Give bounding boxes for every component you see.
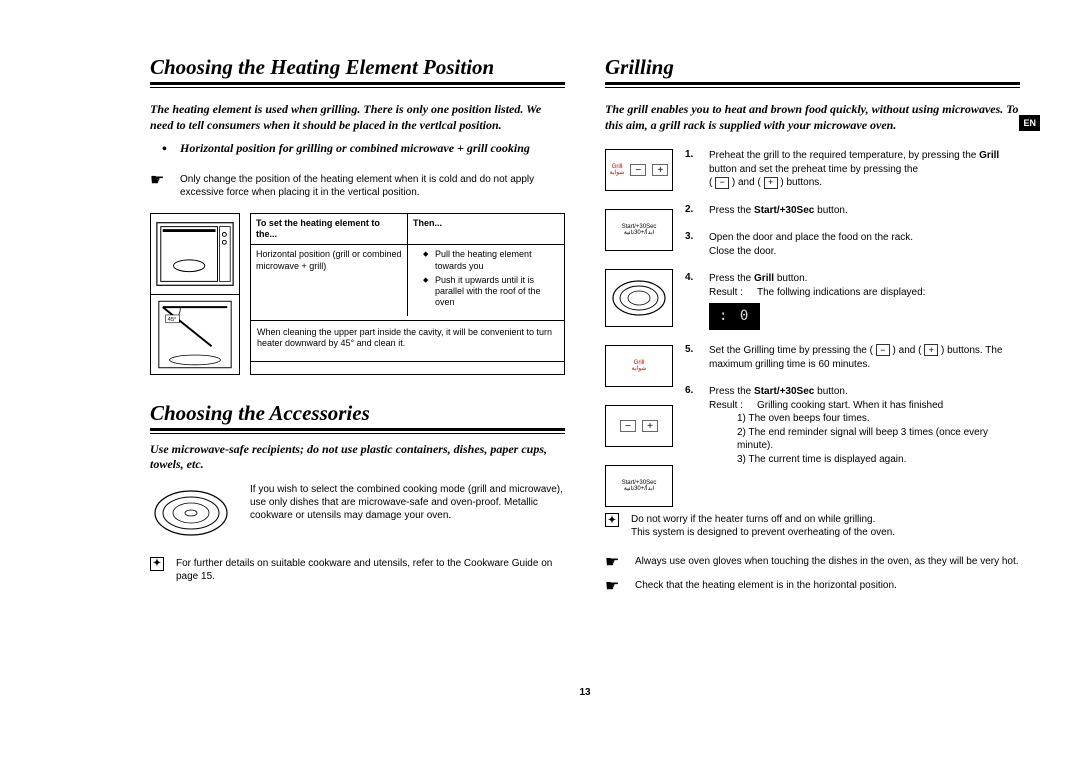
figure-stack: 45° [150, 213, 240, 375]
note-text: Do not worry if the heater turns off and… [631, 513, 895, 539]
heating-element-table: To set the heating element to the... The… [250, 213, 565, 375]
start-button-label: Start/+30Secابدأ/+30ثانية [622, 480, 657, 493]
th-set: To set the heating element to the... [251, 214, 408, 245]
angle-label: 45° [168, 317, 177, 323]
minus-icon: − [630, 164, 646, 176]
minus-icon: − [715, 177, 729, 189]
accessory-row: If you wish to select the combined cooki… [150, 483, 565, 543]
step-text: Open the door and place the food on the … [709, 231, 913, 258]
right-column: Grilling The grill enables you to heat a… [605, 55, 1020, 675]
rule [150, 87, 565, 88]
section2-intro: Use microwave-safe recipients; do not us… [150, 442, 565, 473]
pointer-icon: ☛ [605, 555, 623, 571]
start-button-figure: Start/+30Secابدأ/+30ثانية [605, 209, 673, 251]
plus-icon: + [764, 177, 778, 189]
step-number: 3. [685, 231, 699, 258]
step-1: 1. Preheat the grill to the required tem… [685, 149, 1020, 190]
figure-table-group: 45° To set the heating element to the...… [150, 213, 565, 375]
rule [605, 87, 1020, 88]
step-text: Press the Grill button. Result :The foll… [709, 272, 925, 330]
rule [150, 433, 565, 434]
pointer-icon: ☛ [150, 173, 168, 199]
th-then: Then... [408, 214, 564, 245]
note-text: Only change the position of the heating … [180, 173, 565, 199]
action-item: Push it upwards until it is parallel wit… [423, 275, 559, 309]
microwave-front-figure [151, 214, 239, 294]
sublist-item: 3) The current time is displayed again. [737, 453, 1020, 467]
grill-button-label: Grillشواية [610, 164, 625, 177]
action-item: Pull the heating element towards you [423, 249, 559, 272]
oven-display: : 0 [709, 303, 760, 330]
accessory-body: If you wish to select the combined cooki… [250, 483, 565, 543]
plus-icon: + [924, 344, 938, 356]
minus-icon: − [620, 420, 636, 432]
section1-note: ☛ Only change the position of the heatin… [150, 173, 565, 199]
start-button-figure: Start/+30Secابدأ/+30ثانية [605, 465, 673, 507]
section1-title: Choosing the Heating Element Position [150, 55, 565, 80]
footnote-text: For further details on suitable cookware… [176, 557, 565, 583]
grill-plusminus-button-figure: Grillشواية − + [605, 149, 673, 191]
page-number: 13 [150, 687, 1020, 698]
step-text: Set the Grilling time by pressing the ( … [709, 344, 1020, 371]
section2: Choosing the Accessories Use microwave-s… [150, 401, 565, 593]
reference-icon: ✦ [150, 557, 164, 571]
step-number: 2. [685, 204, 699, 218]
page-body: Choosing the Heating Element Position Th… [150, 55, 1020, 675]
step-number: 4. [685, 272, 699, 330]
grilling-title: Grilling [605, 55, 1020, 80]
note-text: Always use oven gloves when touching the… [635, 555, 1019, 571]
td-position: Horizontal position (grill or combined m… [251, 245, 408, 315]
plus-icon: + [652, 164, 668, 176]
sublist-item: 1) The oven beeps four times. [737, 412, 1020, 426]
plusminus-button-figure: − + [605, 405, 673, 447]
step-5: 5. Set the Grilling time by pressing the… [685, 344, 1020, 371]
rule [251, 361, 564, 362]
step-number: 5. [685, 344, 699, 371]
grilling-body: Grillشواية − + Start/+30Secابدأ/+30ثانية [605, 149, 1020, 507]
grilling-steps: 1. Preheat the grill to the required tem… [685, 149, 1020, 507]
angle-figure: 45° [151, 294, 239, 374]
left-column: Choosing the Heating Element Position Th… [150, 55, 565, 675]
table-footer: When cleaning the upper part inside the … [251, 321, 564, 358]
turntable-figure [150, 483, 232, 543]
step-3: 3. Open the door and place the food on t… [685, 231, 1020, 258]
step-4: 4. Press the Grill button. Result :The f… [685, 272, 1020, 330]
result-sublist: 1) The oven beeps four times. 2) The end… [737, 412, 1020, 466]
minus-icon: − [876, 344, 890, 356]
td-action: Pull the heating element towards you Pus… [408, 245, 564, 315]
rule [605, 82, 1020, 85]
sublist-item: 2) The end reminder signal will beep 3 t… [737, 426, 1020, 453]
section1-intro: The heating element is used when grillin… [150, 102, 565, 133]
step-6: 6. Press the Start/+30Sec button. Result… [685, 385, 1020, 466]
table-row: Horizontal position (grill or combined m… [251, 244, 564, 315]
start-button-label: Start/+30Secابدأ/+30ثانية [622, 224, 657, 237]
step-2: 2. Press the Start/+30Sec button. [685, 204, 1020, 218]
step-text: Press the Start/+30Sec button. [709, 204, 848, 218]
grilling-note-1: ✦ Do not worry if the heater turns off a… [605, 513, 1020, 539]
step-text: Preheat the grill to the required temper… [709, 149, 1020, 190]
note-text: Check that the heating element is in the… [635, 579, 897, 595]
grilling-intro: The grill enables you to heat and brown … [605, 102, 1020, 133]
step-text: Press the Start/+30Sec button. Result :G… [709, 385, 1020, 466]
button-figure-column: Grillشواية − + Start/+30Secابدأ/+30ثانية [605, 149, 673, 507]
section2-footnote: ✦ For further details on suitable cookwa… [150, 557, 565, 583]
grill-button-label: Grillشواية [632, 360, 647, 373]
step-number: 6. [685, 385, 699, 466]
rule [150, 82, 565, 85]
section2-title: Choosing the Accessories [150, 401, 565, 426]
step-number: 1. [685, 149, 699, 190]
rule [150, 428, 565, 431]
grilling-note-3: ☛ Check that the heating element is in t… [605, 579, 1020, 595]
pointer-icon: ☛ [605, 579, 623, 595]
grilling-note-2: ☛ Always use oven gloves when touching t… [605, 555, 1020, 571]
turntable-figure [605, 269, 673, 327]
language-tab: EN [1019, 115, 1040, 131]
table-header-row: To set the heating element to the... The… [251, 214, 564, 245]
plus-icon: + [642, 420, 658, 432]
section1-bullet: Horizontal position for grilling or comb… [180, 141, 565, 157]
grill-button-figure: Grillشواية [605, 345, 673, 387]
reference-icon: ✦ [605, 513, 619, 527]
